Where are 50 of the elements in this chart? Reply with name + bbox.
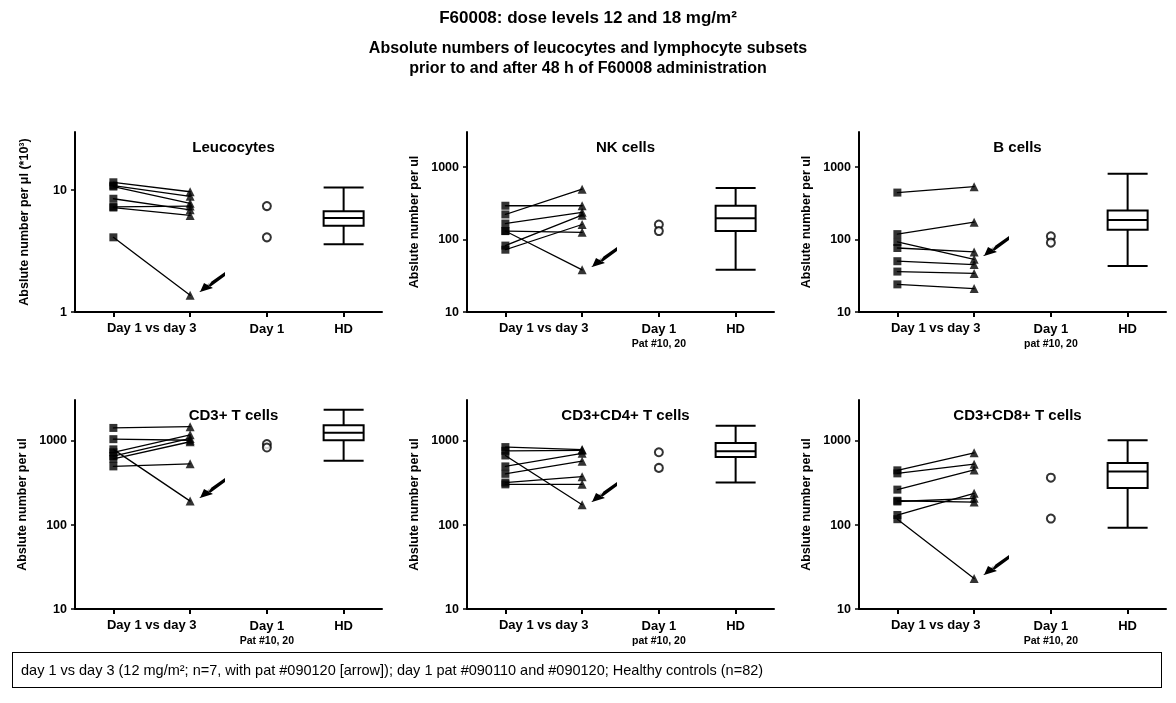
y-axis-title: Abslute number per ul xyxy=(406,438,421,571)
x-tick-label: Day 1 xyxy=(249,320,285,336)
y-tick-label: 10 xyxy=(837,602,852,616)
x-tick-label: HD xyxy=(1118,617,1138,633)
text: day 1 vs day 3 (12 mg/m²; n=7, with pat #090120 [arrow]); day 1 pat #090110 and #090120; Healthy controls (n=82) xyxy=(21,662,765,678)
x-tick-label: Day 1 pat #10, 20 xyxy=(632,617,686,646)
text: Day 1 vs day 3 xyxy=(890,617,981,632)
x-tick-label: Day 1 Pat #10, 20 xyxy=(239,617,295,646)
y-tick-label: 10 xyxy=(445,602,460,616)
x-tick-label: HD xyxy=(1118,320,1138,336)
y-tick-label: 100 xyxy=(46,517,68,532)
text: Day 1 vs day 3 xyxy=(498,320,589,335)
chart-title: CD3+CD8+ T cells xyxy=(953,406,1082,423)
y-tick-label: 100 xyxy=(830,232,852,247)
y-tick-label: 10 xyxy=(445,305,460,319)
y-axis-title: Abslute number per ul xyxy=(798,438,813,571)
y-tick-label: 1000 xyxy=(431,159,460,174)
x-tick-label: HD xyxy=(726,617,746,633)
y-axis-title: Abslute number per μl (*10³) xyxy=(16,138,31,306)
chart-title: CD3+ T cells xyxy=(188,406,279,423)
x-tick-label: Day 1 pat #10, 20 xyxy=(1024,320,1078,349)
y-tick-label: 100 xyxy=(438,517,460,532)
y-tick-label: 10 xyxy=(837,305,852,319)
x-tick-label: Day 1 Pat #10, 20 xyxy=(1023,617,1079,646)
x-tick-label: HD xyxy=(726,320,746,336)
text: Day 1 vs day 3 xyxy=(106,320,197,335)
x-tick-label: HD xyxy=(334,320,354,336)
y-tick-label: 1 xyxy=(60,305,68,319)
y-axis-title: Abslute number per ul xyxy=(14,438,29,571)
y-tick-label: 1000 xyxy=(823,433,852,448)
x-tick-label: HD xyxy=(334,617,354,633)
chart-title: NK cells xyxy=(595,138,656,155)
x-tick-label: Day 1 Pat #10, 20 xyxy=(631,320,687,349)
y-tick-label: 100 xyxy=(830,517,852,532)
y-tick-label: 1000 xyxy=(39,433,68,448)
chart-title: B cells xyxy=(993,138,1042,155)
y-axis-title: Abslute number per ul xyxy=(406,155,421,289)
y-tick-label: 10 xyxy=(53,183,68,198)
y-tick-label: 1000 xyxy=(823,159,852,174)
text: Absolute numbers of leucocytes and lymphocyte subsets prior to and after 48 h of F60008 administration xyxy=(367,38,809,78)
text: Day 1 vs day 3 xyxy=(890,320,981,335)
text: F60008: dose levels 12 and 18 mg/m² xyxy=(438,8,738,28)
y-tick-label: 100 xyxy=(438,232,460,247)
text: Day 1 vs day 3 xyxy=(106,617,197,632)
text: Day 1 vs day 3 xyxy=(498,617,589,632)
y-axis-title: Abslute number per ul xyxy=(798,155,813,289)
chart-title: CD3+CD4+ T cells xyxy=(561,406,690,423)
y-tick-label: 1000 xyxy=(431,433,460,448)
chart-title: Leucocytes xyxy=(192,138,275,155)
y-tick-label: 10 xyxy=(53,602,68,616)
